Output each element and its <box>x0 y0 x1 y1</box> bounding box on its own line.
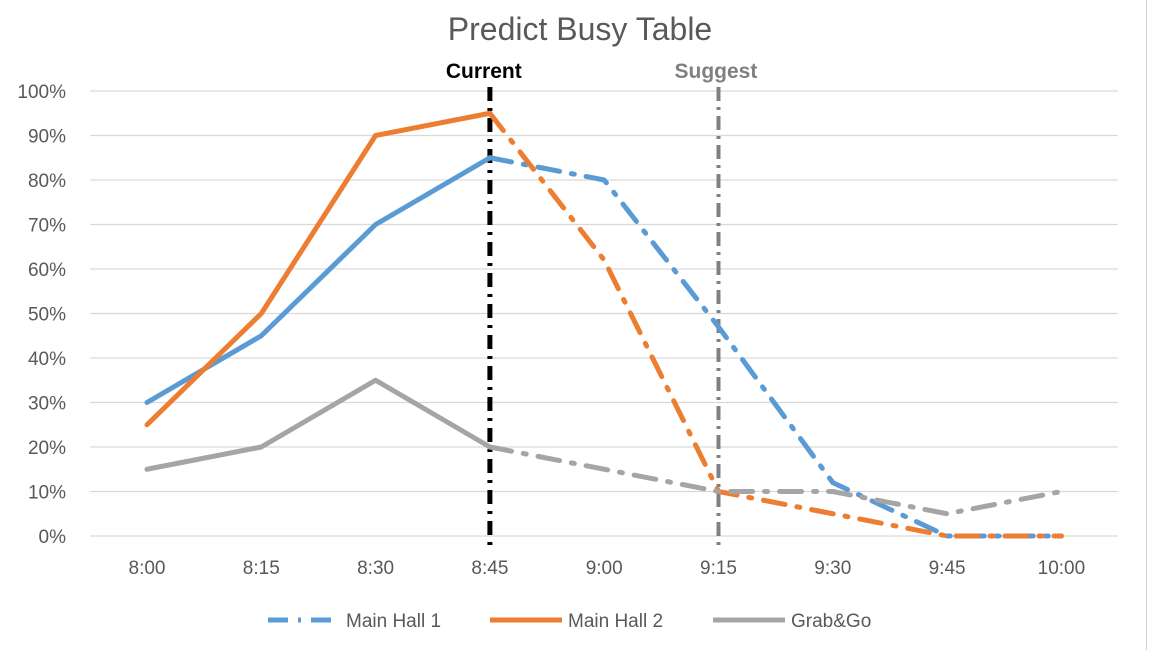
legend-label: Grab&Go <box>791 611 871 632</box>
y-tick-label: 50% <box>28 305 66 326</box>
series-line-actual-main-hall-1 <box>144 155 493 405</box>
legend-label: Main Hall 2 <box>568 611 663 632</box>
y-tick-label: 10% <box>28 483 66 504</box>
series-line-actual-grab-go <box>144 377 493 472</box>
y-tick-label: 100% <box>17 82 66 103</box>
reference-label-current: Current <box>446 60 522 83</box>
y-tick-label: 20% <box>28 438 66 459</box>
x-tick-label: 8:30 <box>357 558 394 579</box>
x-tick-label: 9:00 <box>586 558 623 579</box>
x-axis-tick-labels: 8:00 8:15 8:30 8:45 9:00 9:15 9:30 9:45 10:00 <box>129 558 1086 579</box>
series-line-forecast-main-hall-2 <box>487 110 1064 539</box>
reference-label-suggest: Suggest <box>675 60 758 83</box>
series-line-forecast-main-hall-1 <box>487 155 1064 539</box>
x-tick-label: 9:30 <box>814 558 851 579</box>
series-line-actual-main-hall-2 <box>144 110 493 428</box>
legend-label: Main Hall 1 <box>346 611 441 632</box>
chart-title: Predict Busy Table <box>448 11 712 47</box>
y-tick-label: 60% <box>28 260 66 281</box>
x-tick-label: 8:15 <box>243 558 280 579</box>
reference-lines: Current Suggest <box>446 60 757 550</box>
y-axis-tick-labels: 0% 10% 20% 30% 40% 50% 60% 70% 80% 90% 100% <box>17 82 66 548</box>
x-tick-label: 8:00 <box>129 558 166 579</box>
y-tick-label: 90% <box>28 127 66 148</box>
frame-border <box>1146 0 1147 650</box>
x-tick-label: 10:00 <box>1038 558 1086 579</box>
y-tick-label: 0% <box>39 527 67 548</box>
x-tick-label: 9:45 <box>929 558 966 579</box>
series-line-forecast-grab-go <box>487 444 1064 517</box>
x-tick-label: 9:15 <box>700 558 737 579</box>
x-tick-label: 8:45 <box>471 558 508 579</box>
legend: Main Hall 1 Main Hall 2 Grab&Go <box>268 611 871 632</box>
series-lines <box>144 110 1064 539</box>
y-tick-label: 70% <box>28 216 66 237</box>
y-tick-label: 30% <box>28 394 66 415</box>
y-tick-label: 80% <box>28 171 66 192</box>
y-tick-label: 40% <box>28 349 66 370</box>
